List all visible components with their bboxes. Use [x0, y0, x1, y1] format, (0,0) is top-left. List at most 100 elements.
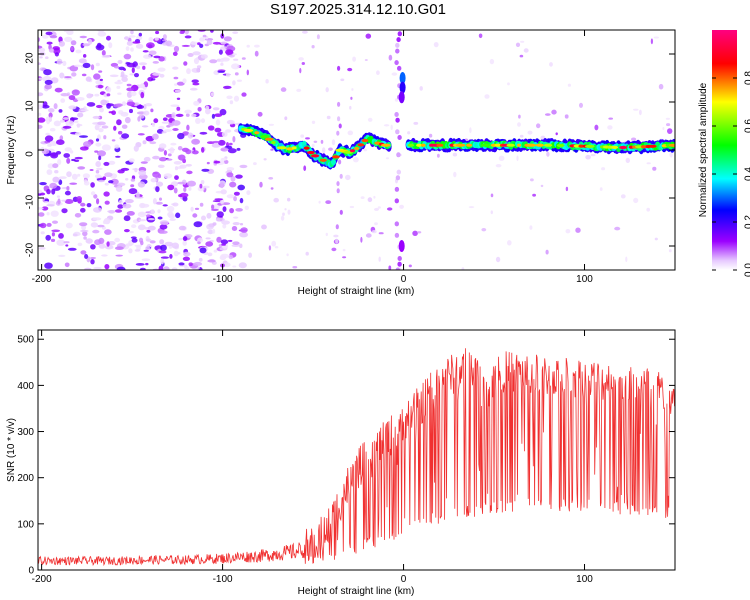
heatmap-cell [221, 220, 231, 225]
heatmap-cell [190, 206, 194, 212]
heatmap-cell [246, 44, 250, 48]
heatmap-cell [318, 200, 321, 204]
heatmap-cell [526, 143, 537, 147]
heatmap-cell [162, 34, 167, 40]
heatmap-cell [125, 46, 130, 51]
heatmap-cell [54, 170, 59, 174]
heatmap-cell [173, 76, 179, 80]
heatmap-cell [64, 190, 71, 196]
heatmap-cell [625, 157, 630, 163]
heatmap-cell [199, 37, 206, 42]
heatmap-cell [212, 200, 222, 203]
heatmap-cell [56, 58, 63, 65]
heatmap-cell [540, 184, 544, 188]
heatmap-cell [197, 186, 205, 192]
heatmap-cell [239, 197, 244, 204]
heatmap-cell [221, 243, 227, 246]
heatmap-cell [80, 202, 86, 207]
heatmap-cell [337, 101, 341, 107]
heatmap-cell [325, 232, 328, 237]
heatmap-cell [77, 173, 81, 177]
heatmap-cell [654, 237, 658, 241]
heatmap-cell [46, 189, 51, 195]
heatmap-cell [226, 172, 234, 178]
heatmap-cell [215, 217, 225, 222]
heatmap-cell [584, 144, 595, 148]
snr-y-tick-label: 500 [17, 335, 34, 346]
heatmap-cell [86, 203, 92, 208]
heatmap-cell [212, 229, 216, 234]
colorbar-label: Normalized spectral amplitude [698, 82, 709, 217]
heatmap-cell [159, 157, 167, 162]
heatmap-cell [313, 140, 318, 143]
heatmap-cell [248, 252, 253, 258]
heatmap-cell [90, 64, 95, 71]
heatmap-cell [179, 31, 184, 34]
heatmap-cell [239, 243, 243, 249]
heatmap-cell [158, 125, 165, 130]
heatmap-cell [178, 225, 186, 231]
heatmap-cell [70, 46, 74, 51]
heatmap-cell [316, 34, 320, 40]
heatmap-cell [549, 62, 553, 67]
heatmap-cell [211, 204, 215, 210]
heatmap-cell [193, 57, 200, 65]
heatmap-cell [85, 238, 93, 244]
heatmap-cell [97, 179, 105, 183]
heatmap-cell [367, 117, 373, 122]
heatmap-cell [201, 215, 206, 221]
heatmap-cell [220, 147, 229, 152]
heatmap-cell [227, 239, 233, 242]
heatmap-cell [172, 66, 179, 70]
heatmap-cell [138, 84, 145, 88]
heatmap-cell [388, 54, 393, 61]
heatmap-cell [125, 62, 131, 65]
colorbar-tick-label: 0.8 [744, 71, 750, 85]
heatmap-cell [114, 65, 120, 69]
heatmap-cell [535, 143, 544, 147]
heatmap-cell [407, 131, 411, 135]
heatmap-cell [38, 192, 42, 196]
heatmap-cell [71, 72, 77, 77]
heatmap-cell [198, 257, 203, 262]
heatmap-cell [205, 241, 214, 247]
heatmap-cell [254, 50, 259, 57]
snr-plot-area [38, 348, 675, 567]
heatmap-cell [320, 139, 324, 144]
heatmap-cell [236, 147, 241, 151]
heatmap-cell [159, 143, 167, 149]
heatmap-cell [633, 108, 639, 111]
heatmap-cell [219, 108, 227, 116]
heatmap-cell [154, 37, 159, 41]
heatmap-cell [182, 236, 188, 242]
heatmap-cell [46, 204, 55, 207]
heatmap-cell [349, 205, 355, 209]
heatmap-cell [263, 158, 267, 161]
heatmap-cell [225, 72, 231, 78]
heatmap-cell [185, 163, 192, 167]
heatmap-cell [184, 109, 192, 114]
heatmap-cell [97, 224, 105, 228]
heatmap-cell [188, 186, 192, 191]
heatmap-cell [121, 101, 127, 106]
heatmap-cell [599, 187, 603, 191]
heatmap-cell [646, 162, 651, 165]
heatmap-cell [210, 92, 215, 97]
heatmap-cell [199, 183, 203, 189]
heatmap-cell [146, 229, 151, 233]
heatmap-cell [74, 159, 80, 162]
spectrogram-x-tick-label: 0 [401, 274, 407, 285]
heatmap-cell [498, 155, 505, 161]
heatmap-cell [76, 196, 82, 202]
heatmap-cell [110, 178, 119, 185]
heatmap-cell [135, 263, 145, 266]
heatmap-cell [220, 157, 228, 161]
heatmap-cell [100, 99, 108, 106]
heatmap-cell [114, 209, 123, 213]
heatmap-cell [146, 42, 155, 49]
heatmap-cell [95, 142, 102, 147]
heatmap-cell [336, 130, 340, 136]
heatmap-cell [90, 259, 95, 265]
heatmap-cell [331, 139, 336, 146]
